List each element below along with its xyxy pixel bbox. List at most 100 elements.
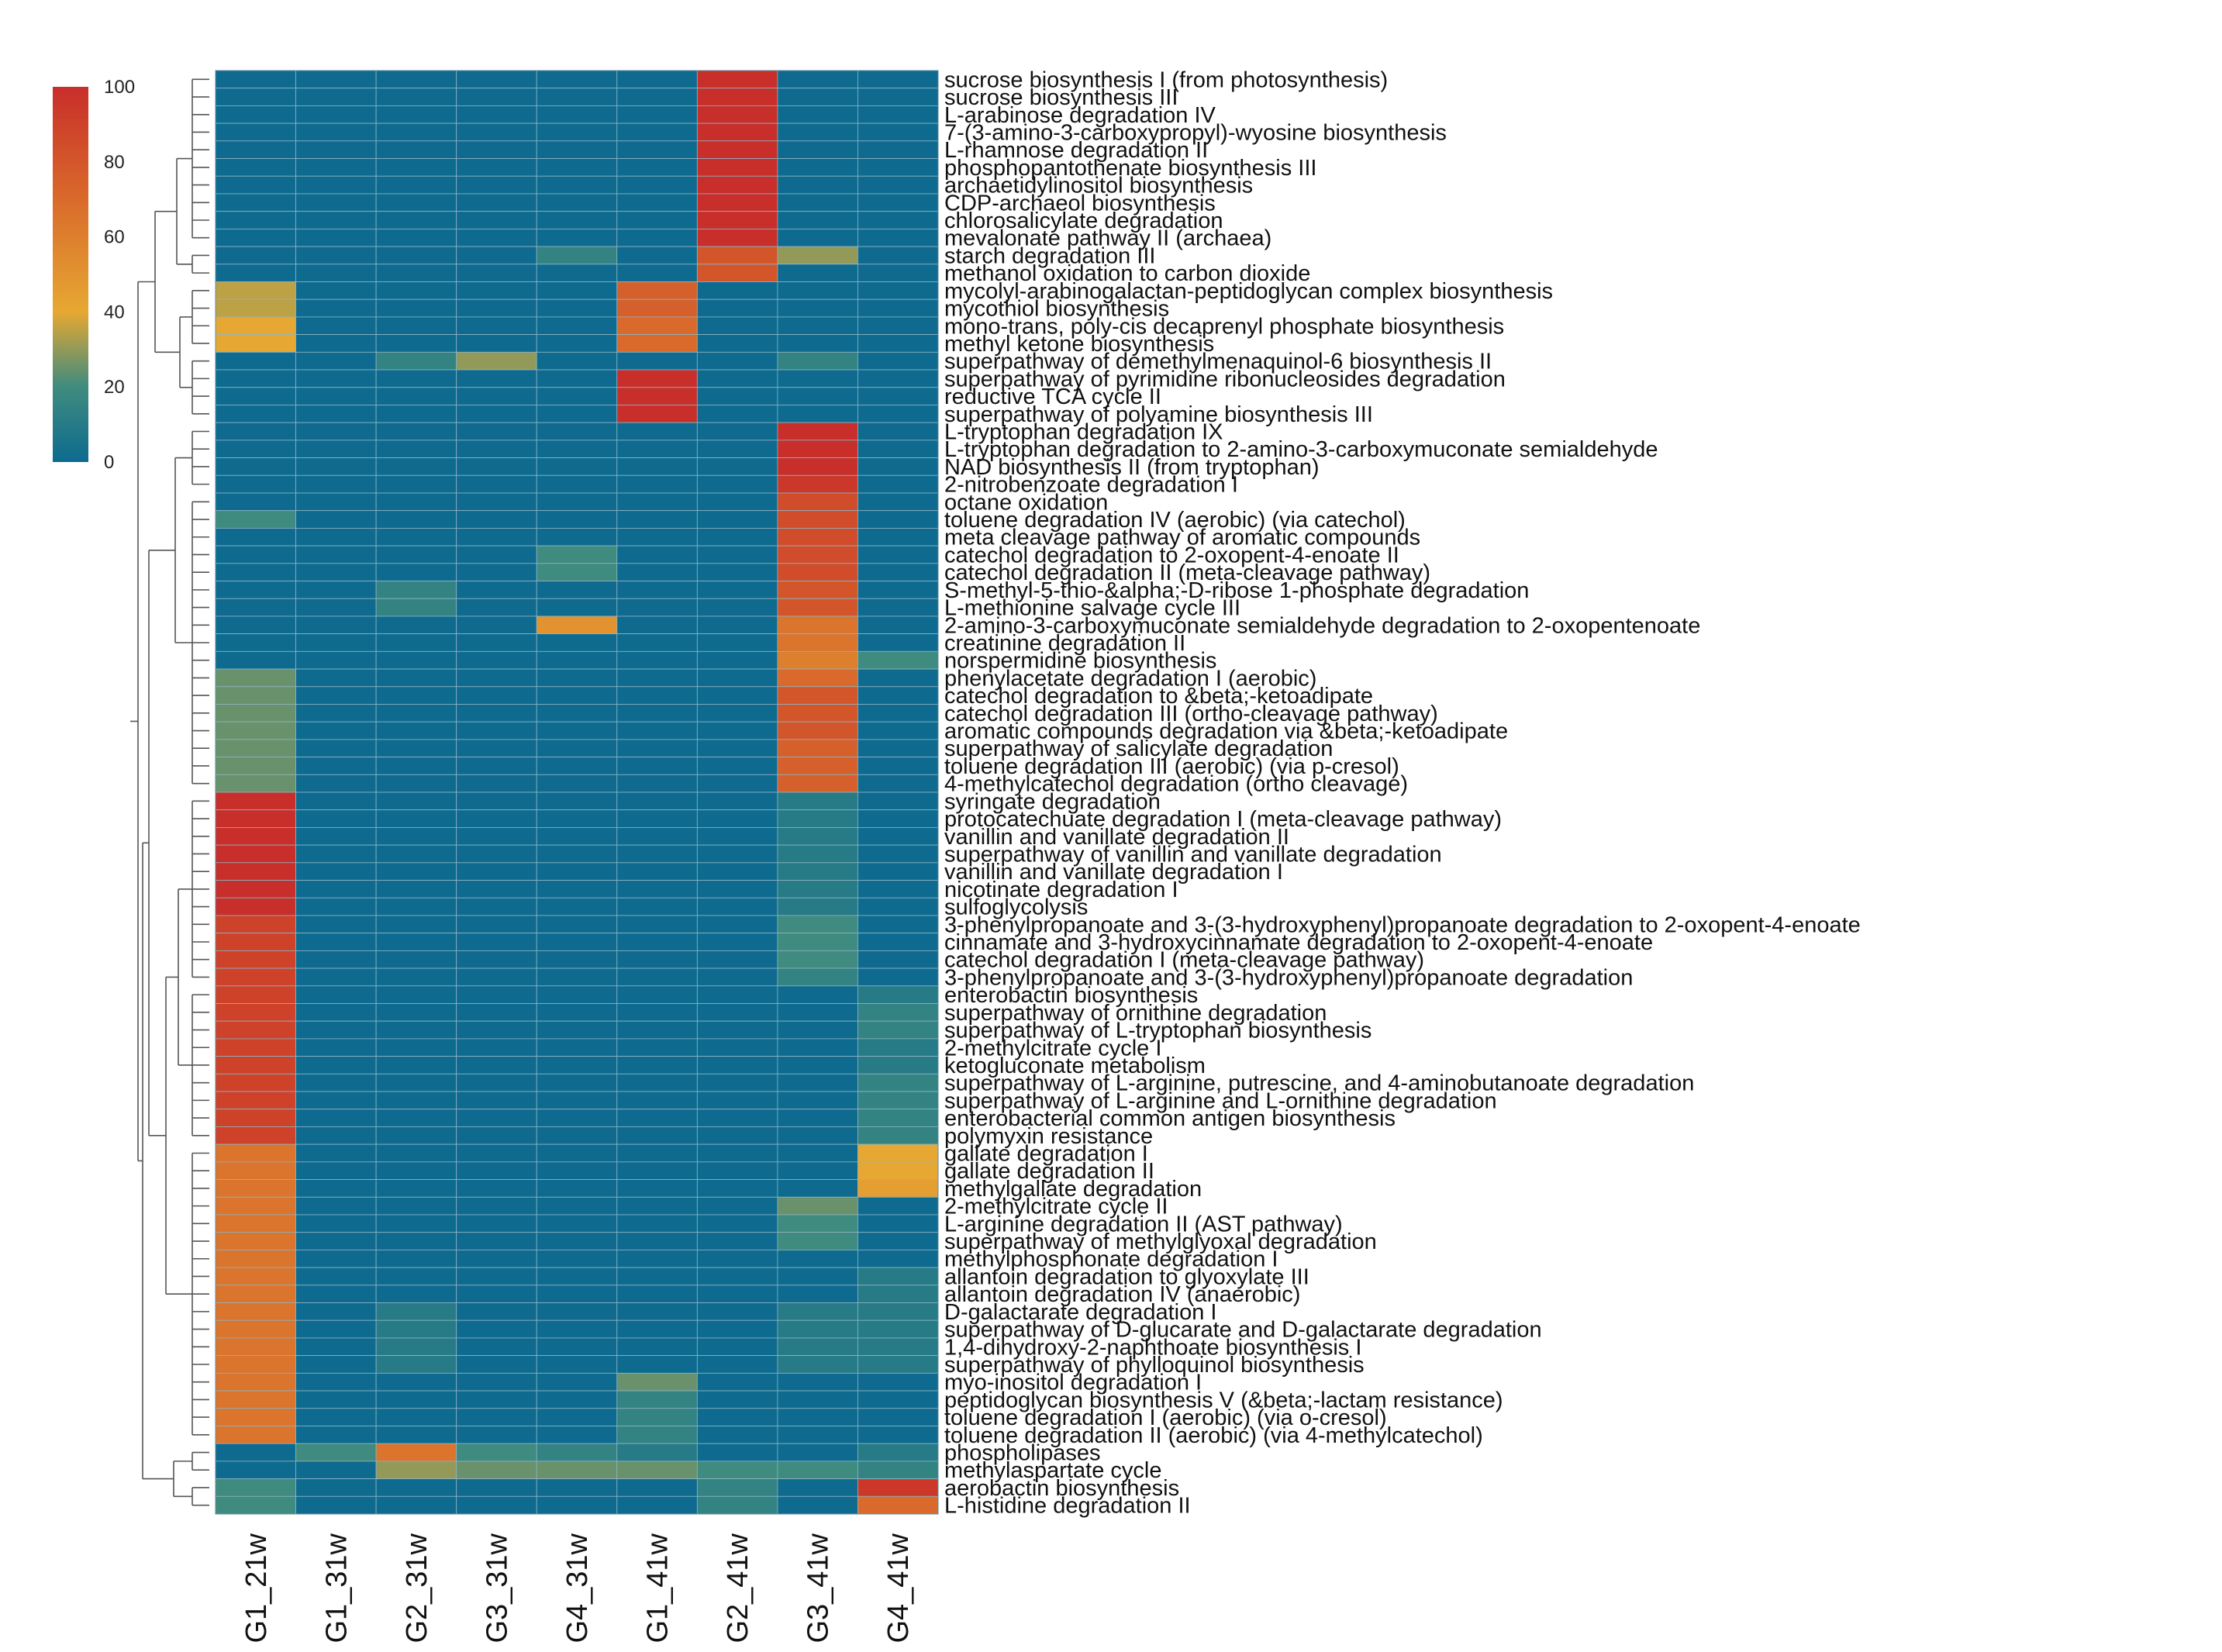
heatmap-cell [295,228,377,247]
heatmap-cell [696,897,778,916]
heatmap-cell [857,1372,939,1392]
heatmap-cell [375,334,457,353]
heatmap-cell [777,704,858,723]
heatmap-cell [456,474,537,494]
heatmap-cell [616,1249,698,1268]
heatmap-cell [295,616,377,635]
heatmap-cell [616,228,698,247]
heatmap-cell [536,1390,618,1409]
heatmap-cell [857,211,939,229]
heatmap-cell [536,844,618,864]
heatmap-cell [295,1161,377,1180]
heatmap-cell [456,616,537,635]
heatmap-cell [696,1109,778,1127]
heatmap-cell [777,1091,858,1110]
heatmap-cell [295,545,377,564]
heatmap-cell [616,616,698,635]
heatmap-cell [616,897,698,916]
row-label: toluene degradation IV (aerobic) (via ca… [944,508,1406,533]
heatmap-cell [777,1126,858,1145]
row-label: catechol degradation to 2-oxopent-4-enoa… [944,543,1399,567]
heatmap-cell [456,1003,537,1022]
heatmap-cell [616,809,698,828]
heatmap-cell [456,897,537,916]
heatmap-cell [456,598,537,617]
heatmap-cell [696,1355,778,1374]
heatmap-cell [295,915,377,934]
heatmap-cell [375,1126,457,1145]
heatmap-cell [456,105,537,124]
row-label: catechol degradation III (ortho-cleavage… [944,702,1438,726]
heatmap-cell [857,1109,939,1127]
heatmap-cell [295,140,377,159]
row-label: creatinine degradation II [944,631,1185,656]
heatmap-cell [616,298,698,318]
heatmap-cell [375,1285,457,1303]
heatmap-cell [616,88,698,106]
heatmap-cell [857,1390,939,1409]
heatmap-cell [857,387,939,405]
heatmap-cell [616,1161,698,1180]
heatmap-cell [777,264,858,282]
heatmap-cell [456,668,537,688]
column-label: G1_41w [642,1533,675,1643]
heatmap-cell [456,1020,537,1040]
heatmap-cell [456,809,537,828]
heatmap-cell [696,1038,778,1057]
heatmap-cell [696,757,778,775]
heatmap-cell [536,1056,618,1074]
heatmap-cell [616,527,698,547]
heatmap-cell [215,1337,296,1357]
heatmap-cell [777,1478,858,1497]
heatmap-cell [456,175,537,195]
heatmap-cell [536,88,618,106]
heatmap-cell [696,1196,778,1216]
heatmap-cell [295,985,377,1004]
heatmap-cell [215,827,296,846]
heatmap-cell [857,440,939,458]
heatmap-cell [696,175,778,195]
heatmap-cell [696,387,778,405]
heatmap-cell [536,1285,618,1303]
heatmap-cell [375,827,457,846]
heatmap-cell [696,1267,778,1286]
heatmap-cell [375,1091,457,1110]
heatmap-cell [456,1143,537,1163]
heatmap-cell [295,246,377,265]
heatmap-cell [777,950,858,969]
heatmap-cell [536,967,618,987]
heatmap-cell [295,298,377,318]
heatmap-cell [696,405,778,423]
heatmap-cell [375,809,457,828]
heatmap-cell [295,1426,377,1444]
heatmap-cell [215,105,296,124]
heatmap-cell [777,70,858,89]
heatmap-cell [215,950,296,969]
heatmap-cell [536,1109,618,1127]
heatmap-cell [375,950,457,969]
heatmap-cell [295,950,377,969]
heatmap-cell [215,1249,296,1268]
heatmap-cell [616,1319,698,1339]
heatmap-cell [536,1426,618,1444]
heatmap-cell [536,457,618,476]
heatmap-cell [536,298,618,318]
heatmap-cell [215,369,296,388]
heatmap-cell [375,721,457,740]
heatmap-cell [375,1408,457,1426]
heatmap-cell [215,316,296,336]
heatmap-cell [375,1372,457,1392]
heatmap-cell [375,862,457,881]
heatmap-cell [215,880,296,898]
heatmap-cell [696,1091,778,1110]
heatmap-cell [857,334,939,353]
heatmap-cell [777,1426,858,1444]
heatmap-cell [215,1478,296,1497]
heatmap-cell [375,405,457,423]
heatmap-cell [456,334,537,353]
heatmap-cell [536,264,618,282]
heatmap-cell [616,264,698,282]
heatmap-cell [215,1355,296,1374]
heatmap-cell [215,545,296,564]
heatmap-cell [857,140,939,159]
